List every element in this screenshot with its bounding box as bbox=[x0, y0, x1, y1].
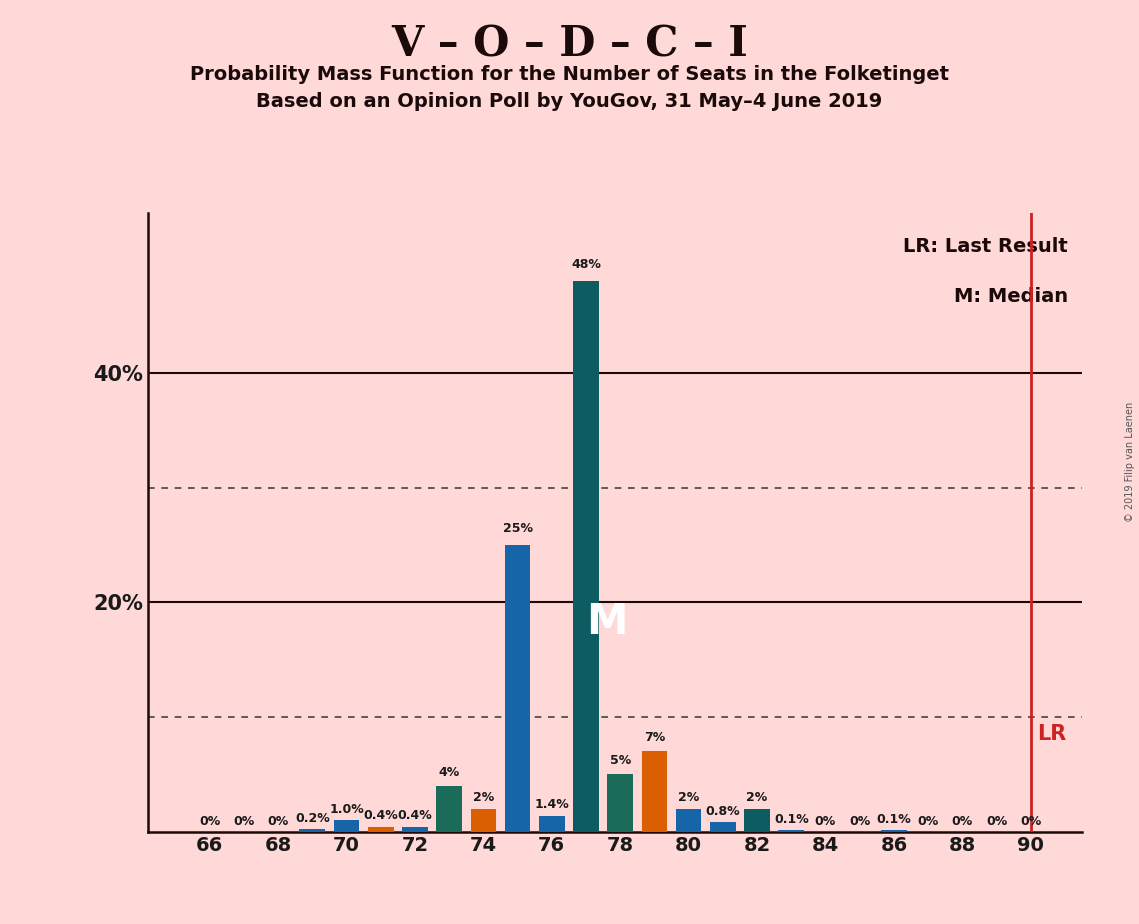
Text: V – O – D – C – I: V – O – D – C – I bbox=[391, 23, 748, 65]
Text: 4%: 4% bbox=[439, 766, 460, 779]
Bar bbox=[710, 822, 736, 832]
Text: 2%: 2% bbox=[746, 791, 768, 804]
Text: 0.4%: 0.4% bbox=[363, 809, 399, 822]
Text: LR: LR bbox=[1036, 724, 1066, 744]
Text: 0%: 0% bbox=[952, 815, 973, 828]
Text: 5%: 5% bbox=[609, 754, 631, 768]
Text: 0%: 0% bbox=[199, 815, 220, 828]
Text: Based on an Opinion Poll by YouGov, 31 May–4 June 2019: Based on an Opinion Poll by YouGov, 31 M… bbox=[256, 92, 883, 112]
Text: 0%: 0% bbox=[814, 815, 836, 828]
Text: 0.4%: 0.4% bbox=[398, 809, 433, 822]
Bar bbox=[402, 827, 428, 832]
Text: M: Median: M: Median bbox=[954, 286, 1068, 306]
Bar bbox=[470, 808, 497, 832]
Text: 1.4%: 1.4% bbox=[534, 798, 570, 811]
Bar bbox=[778, 831, 804, 832]
Text: 0%: 0% bbox=[918, 815, 939, 828]
Bar bbox=[607, 774, 633, 832]
Bar bbox=[300, 830, 325, 832]
Text: 48%: 48% bbox=[571, 258, 601, 271]
Bar bbox=[573, 281, 599, 832]
Text: 2%: 2% bbox=[473, 791, 494, 804]
Text: 25%: 25% bbox=[502, 522, 533, 535]
Bar bbox=[368, 827, 394, 832]
Bar bbox=[675, 808, 702, 832]
Bar bbox=[641, 751, 667, 832]
Text: 0.8%: 0.8% bbox=[705, 805, 740, 818]
Text: 0%: 0% bbox=[268, 815, 288, 828]
Text: 0.1%: 0.1% bbox=[773, 813, 809, 826]
Text: 0.1%: 0.1% bbox=[877, 813, 911, 826]
Bar bbox=[436, 785, 462, 832]
Bar bbox=[334, 821, 359, 832]
Text: 7%: 7% bbox=[644, 732, 665, 745]
Bar bbox=[882, 831, 907, 832]
Bar bbox=[505, 545, 531, 832]
Bar bbox=[539, 816, 565, 832]
Text: M: M bbox=[585, 602, 628, 643]
Text: 0%: 0% bbox=[986, 815, 1007, 828]
Text: Probability Mass Function for the Number of Seats in the Folketinget: Probability Mass Function for the Number… bbox=[190, 65, 949, 84]
Text: 0.2%: 0.2% bbox=[295, 811, 329, 825]
Text: LR: Last Result: LR: Last Result bbox=[903, 237, 1068, 256]
Text: 0%: 0% bbox=[233, 815, 254, 828]
Bar bbox=[744, 808, 770, 832]
Text: © 2019 Filip van Laenen: © 2019 Filip van Laenen bbox=[1125, 402, 1134, 522]
Text: 1.0%: 1.0% bbox=[329, 803, 363, 816]
Text: 2%: 2% bbox=[678, 791, 699, 804]
Text: 0%: 0% bbox=[1021, 815, 1041, 828]
Text: 0%: 0% bbox=[849, 815, 870, 828]
